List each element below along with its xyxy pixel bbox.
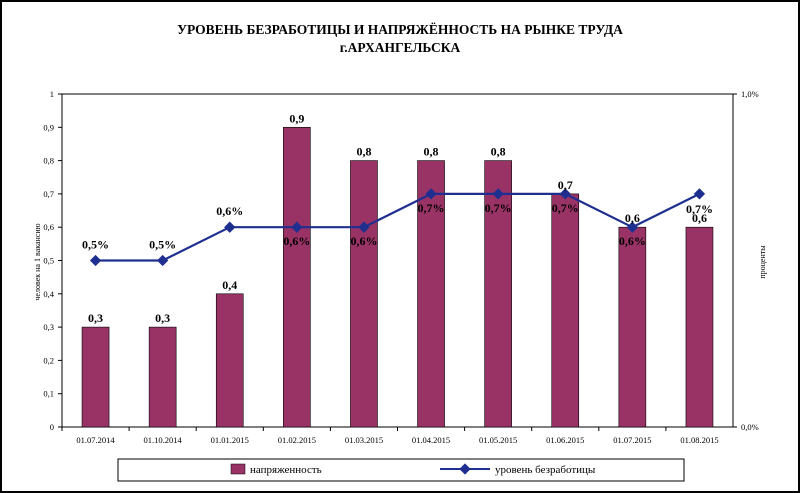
line-point (626, 221, 639, 233)
bar-value-label: 0,8 (356, 145, 371, 159)
x-tick-label: 01.06.2015 (546, 435, 584, 445)
y-tick-label: 0,1 (43, 389, 54, 399)
bar-value-label: 0,3 (155, 311, 170, 325)
line-value-label: 0,7% (686, 202, 713, 216)
bar (685, 226, 714, 428)
x-tick-label: 01.10.2014 (144, 435, 183, 445)
line-value-label: 0,6% (350, 234, 377, 248)
y-tick-label: 0,5 (43, 256, 54, 266)
y-tick-label: 0,9 (43, 122, 54, 132)
y-tick-label: 0,4 (43, 289, 54, 299)
bar-value-label: 0,9 (289, 111, 304, 125)
bar (148, 326, 177, 428)
legend-swatch-bar (230, 463, 246, 475)
legend (117, 458, 685, 482)
bar (417, 160, 445, 428)
line-value-label: 0,6% (283, 234, 310, 248)
chart-subtitle: г.АРХАНГЕЛЬСКА (339, 40, 461, 55)
y-tick-label: 0,3 (43, 322, 54, 332)
legend-label-bar: напряженность (250, 464, 322, 476)
x-tick-label: 01.02.2015 (278, 435, 316, 445)
bar (350, 160, 378, 428)
y-axis: 0 0,1 0,2 0,3 0,4 0,5 0,6 0,7 0,8 0,9 1 0,0% 1,0% (43, 89, 758, 432)
bar-value-label: 0,6 (625, 211, 640, 225)
unemployment-line (95, 192, 700, 262)
x-tick-label: 01.01.2015 (211, 435, 249, 445)
y-tick-label: 0,2 (43, 355, 54, 365)
bar (215, 293, 244, 428)
data-labels: 0,3 0,3 0,4 0,9 0,8 0,8 0,8 0,7 0,6 0,6 0,5% 0,5% 0,… (82, 111, 713, 325)
x-tick-label: 01.07.2014 (76, 435, 115, 445)
line-value-label: 0,6% (216, 204, 243, 218)
bar-value-label: 0,8 (424, 145, 439, 159)
y-tick-label: 1 (50, 89, 54, 99)
y2-axis-title: проценты (758, 245, 767, 279)
x-tick-label: 01.08.2015 (680, 435, 718, 445)
y-tick-label: 0,7 (43, 189, 54, 199)
y-tick-label: 0,6 (43, 222, 54, 232)
bar-value-label: 0,6 (692, 211, 707, 225)
bar-value-label: 0,4 (222, 278, 237, 292)
line-value-label: 0,6% (619, 234, 646, 248)
x-tick-label: 01.04.2015 (412, 435, 450, 445)
x-tick-label: 01.07.2015 (613, 435, 651, 445)
bar-value-label: 0,8 (491, 145, 506, 159)
line-point (291, 221, 303, 233)
line-point (358, 221, 370, 233)
line-point (156, 254, 169, 267)
bar (484, 160, 512, 428)
x-tick-label: 01.03.2015 (345, 435, 383, 445)
line-point (425, 188, 437, 200)
legend-label-line: уровень безработицы (495, 464, 596, 476)
line-point (224, 221, 236, 233)
x-axis: 01.07.2014 01.10.2014 01.01.2015 01.02.2015… (61, 427, 719, 445)
y-tick-label: 0,8 (43, 156, 54, 166)
line-value-label: 0,5% (82, 238, 109, 252)
y2-tick-label: 1,0% (741, 89, 759, 99)
line-value-label: 0,7% (485, 201, 512, 215)
y-tick-label: 0 (50, 422, 54, 432)
bar (283, 127, 311, 428)
y-axis-title: человек на 1 вакансию (33, 223, 42, 300)
y2-tick-label: 0,0% (741, 422, 759, 432)
chart-title: УРОВЕНЬ БЕЗРАБОТИЦЫ И НАПРЯЖЁННОСТЬ НА Р… (177, 22, 623, 37)
x-tick-label: 01.05.2015 (479, 435, 517, 445)
bar-value-label: 0,3 (88, 311, 103, 325)
bar (551, 193, 580, 428)
line-point (559, 188, 571, 200)
line-point (492, 188, 504, 200)
bar (81, 326, 110, 428)
bar (618, 226, 647, 428)
line-value-label: 0,5% (149, 238, 176, 252)
line-value-label: 0,7% (552, 201, 579, 215)
legend-marker-line (459, 463, 471, 475)
line-point (693, 188, 706, 200)
bar-value-label: 0,7 (558, 178, 573, 192)
bar-series (81, 127, 714, 428)
line-value-label: 0,7% (418, 201, 445, 215)
